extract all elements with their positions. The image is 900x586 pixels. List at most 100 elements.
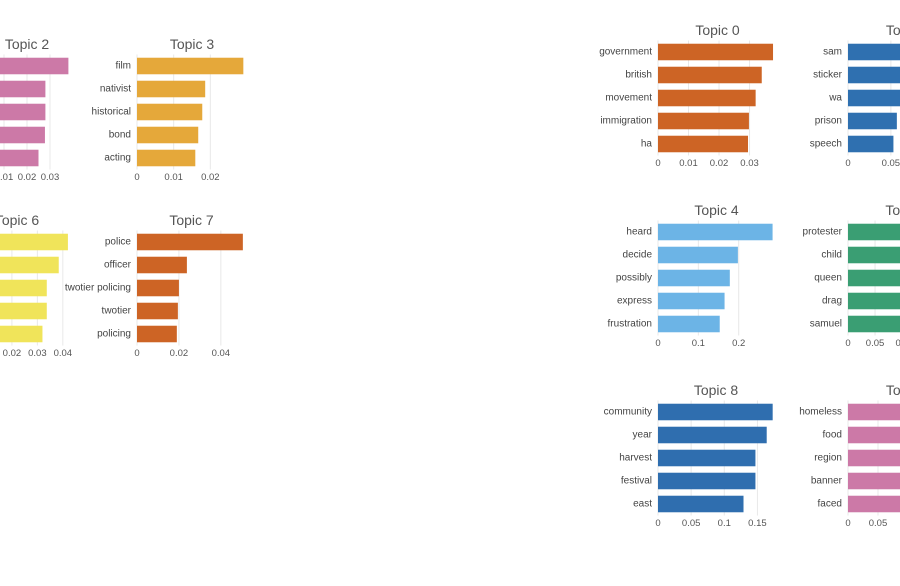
x-tick-label: 0 <box>134 172 139 183</box>
bar <box>848 246 900 264</box>
y-tick-label: festival <box>621 476 652 487</box>
bar <box>137 149 196 167</box>
bar <box>848 495 900 513</box>
x-tick-label: 0.2 <box>732 338 745 349</box>
x-tick-label: 0.02 <box>710 158 729 169</box>
y-tick-label: region <box>814 453 842 464</box>
x-tick-label: 0.01 <box>679 158 698 169</box>
y-tick-label: banner <box>811 476 843 487</box>
bar <box>658 269 730 287</box>
y-tick-label: frustration <box>608 319 652 330</box>
x-tick-label: 0.03 <box>740 158 759 169</box>
y-tick-label: officer <box>104 260 132 271</box>
x-tick-label: 0.02 <box>201 172 220 183</box>
x-tick-label: 0.03 <box>41 172 60 183</box>
chart-title: Topic 7 <box>169 212 214 228</box>
bar <box>658 43 774 61</box>
y-tick-label: east <box>633 499 652 510</box>
bar <box>0 325 43 343</box>
bar <box>658 223 773 241</box>
y-tick-label: movement <box>605 93 652 104</box>
x-tick-label: 0.1 <box>718 518 731 529</box>
x-tick-label: 0 <box>845 338 850 349</box>
y-tick-label: sam <box>823 47 842 58</box>
y-tick-label: year <box>633 430 653 441</box>
bar <box>658 449 756 467</box>
y-tick-label: protester <box>803 227 843 238</box>
bar <box>848 112 897 130</box>
y-tick-label: child <box>821 250 842 261</box>
y-tick-label: government <box>599 47 652 58</box>
y-tick-label: speech <box>810 139 842 150</box>
x-tick-label: 0.05 <box>866 338 885 349</box>
bar <box>848 426 900 444</box>
y-tick-label: homeless <box>799 407 842 418</box>
chart-title: Topic 2 <box>5 36 50 52</box>
bar <box>137 302 178 320</box>
y-tick-label: possibly <box>616 273 652 284</box>
bar <box>0 302 47 320</box>
x-tick-label: 0.02 <box>18 172 37 183</box>
y-tick-label: prison <box>815 116 842 127</box>
chart-title: Topic 0 <box>695 22 740 38</box>
bar <box>137 57 244 75</box>
chart-title: Topic 4 <box>694 202 739 218</box>
bar <box>0 149 39 167</box>
bar <box>0 103 46 121</box>
bar <box>658 135 749 153</box>
bar <box>848 269 900 287</box>
y-tick-label: ha <box>641 139 653 150</box>
bar <box>137 325 177 343</box>
x-tick-label: 0 <box>134 348 139 359</box>
chart-title: Topic 3 <box>170 36 215 52</box>
x-tick-label: 0.05 <box>682 518 701 529</box>
y-tick-label: bond <box>109 130 131 141</box>
x-tick-label: 0 <box>655 518 660 529</box>
x-tick-label: 0 <box>845 158 850 169</box>
bar <box>848 315 900 333</box>
bar <box>658 112 749 130</box>
bar <box>0 126 45 144</box>
x-tick-label: 0.15 <box>748 518 767 529</box>
x-tick-label: 0.01 <box>164 172 183 183</box>
y-tick-label: decide <box>623 250 653 261</box>
y-tick-label: express <box>617 296 652 307</box>
chart-title: Topic 5 <box>885 202 900 218</box>
bar <box>137 103 203 121</box>
x-tick-label: 0.05 <box>882 158 900 169</box>
bar <box>848 89 900 107</box>
y-tick-label: historical <box>92 107 131 118</box>
chart-title: Topic 6 <box>0 212 39 228</box>
bar <box>0 256 59 274</box>
x-tick-label: 0.02 <box>3 348 22 359</box>
bar <box>137 126 199 144</box>
y-tick-label: wa <box>828 93 842 104</box>
bar <box>658 292 725 310</box>
y-tick-label: harvest <box>619 453 652 464</box>
x-tick-label: 0 <box>655 158 660 169</box>
chart-title: Topic 1 <box>886 22 900 38</box>
bar <box>848 223 900 241</box>
x-tick-label: 0 <box>845 518 850 529</box>
bar <box>0 80 46 98</box>
bar <box>658 472 756 490</box>
bar <box>848 472 900 490</box>
x-tick-label: 0.01 <box>0 172 13 183</box>
y-tick-label: community <box>604 407 652 418</box>
x-tick-label: 0.03 <box>28 348 47 359</box>
bar <box>848 135 894 153</box>
y-tick-label: film <box>115 61 131 72</box>
bar <box>0 233 68 251</box>
bar <box>848 449 900 467</box>
y-tick-label: food <box>823 430 842 441</box>
bar <box>848 403 900 421</box>
y-tick-label: twotier policing <box>65 283 131 294</box>
bar <box>658 246 738 264</box>
bar <box>848 66 900 84</box>
x-tick-label: 0.02 <box>170 348 189 359</box>
bar <box>137 256 187 274</box>
y-tick-label: police <box>105 237 132 248</box>
x-tick-label: 0.1 <box>692 338 705 349</box>
